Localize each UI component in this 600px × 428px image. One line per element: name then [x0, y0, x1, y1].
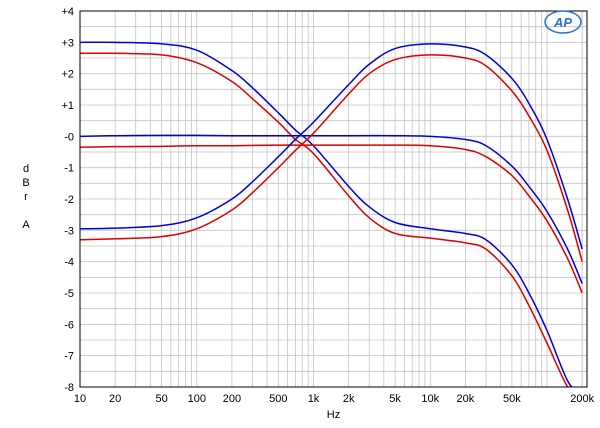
y-tick-label: -6 [64, 319, 74, 331]
y-tick-label: -4 [64, 257, 74, 269]
x-tick-label: 200k [570, 393, 594, 405]
x-tick-label: 100 [188, 393, 206, 405]
series-line-3 [80, 134, 583, 284]
chart-series-group [80, 41, 583, 387]
series-line-2 [80, 52, 569, 387]
y-axis-label-char: r [24, 191, 28, 203]
series-line-6 [80, 54, 583, 262]
x-tick-label: 10k [421, 393, 439, 405]
y-axis-label: dBr A [22, 163, 30, 231]
x-tick-label: 5k [389, 393, 401, 405]
x-tick-label: 50 [155, 393, 167, 405]
chart-grid [79, 10, 587, 388]
x-tick-label: 2k [343, 393, 355, 405]
y-axis-label-char: B [22, 177, 29, 189]
y-tick-label: -5 [64, 288, 74, 300]
y-tick-labels: +4 +3 +2 +1 -0 -1 -2 -3 -4 -5 -6 -7 -8 [61, 6, 74, 394]
y-tick-label: -0 [64, 131, 74, 143]
y-axis-label-char: d [23, 163, 29, 175]
ap-logo: AP [544, 10, 582, 34]
y-tick-label: -7 [64, 351, 74, 363]
plot-frame [79, 10, 588, 388]
series-line-1 [80, 41, 573, 387]
y-tick-label: +4 [61, 6, 74, 18]
x-tick-label: 200 [223, 393, 241, 405]
x-tick-label: 20 [109, 393, 121, 405]
y-tick-label: -1 [64, 163, 74, 175]
ap-logo-text: AP [553, 15, 572, 30]
y-tick-label: -2 [64, 194, 74, 206]
series-line-5 [80, 43, 583, 250]
y-axis-label-char: A [22, 219, 30, 231]
y-tick-label: +1 [61, 100, 74, 112]
x-tick-label: 10 [74, 393, 86, 405]
x-axis-label: Hz [327, 409, 340, 421]
y-tick-label: +3 [61, 37, 74, 49]
x-tick-label: 1k [308, 393, 320, 405]
x-tick-label: 50k [503, 393, 521, 405]
y-tick-label: +2 [61, 69, 74, 81]
x-tick-label: 500 [269, 393, 287, 405]
y-tick-label: -8 [64, 382, 74, 394]
series-line-4 [80, 144, 583, 294]
x-tick-labels: 10 20 50 100 200 500 1k 2k 5k 10k 20k 50k 200k [74, 393, 595, 405]
y-tick-label: -3 [64, 225, 74, 237]
x-tick-label: 20k [457, 393, 475, 405]
